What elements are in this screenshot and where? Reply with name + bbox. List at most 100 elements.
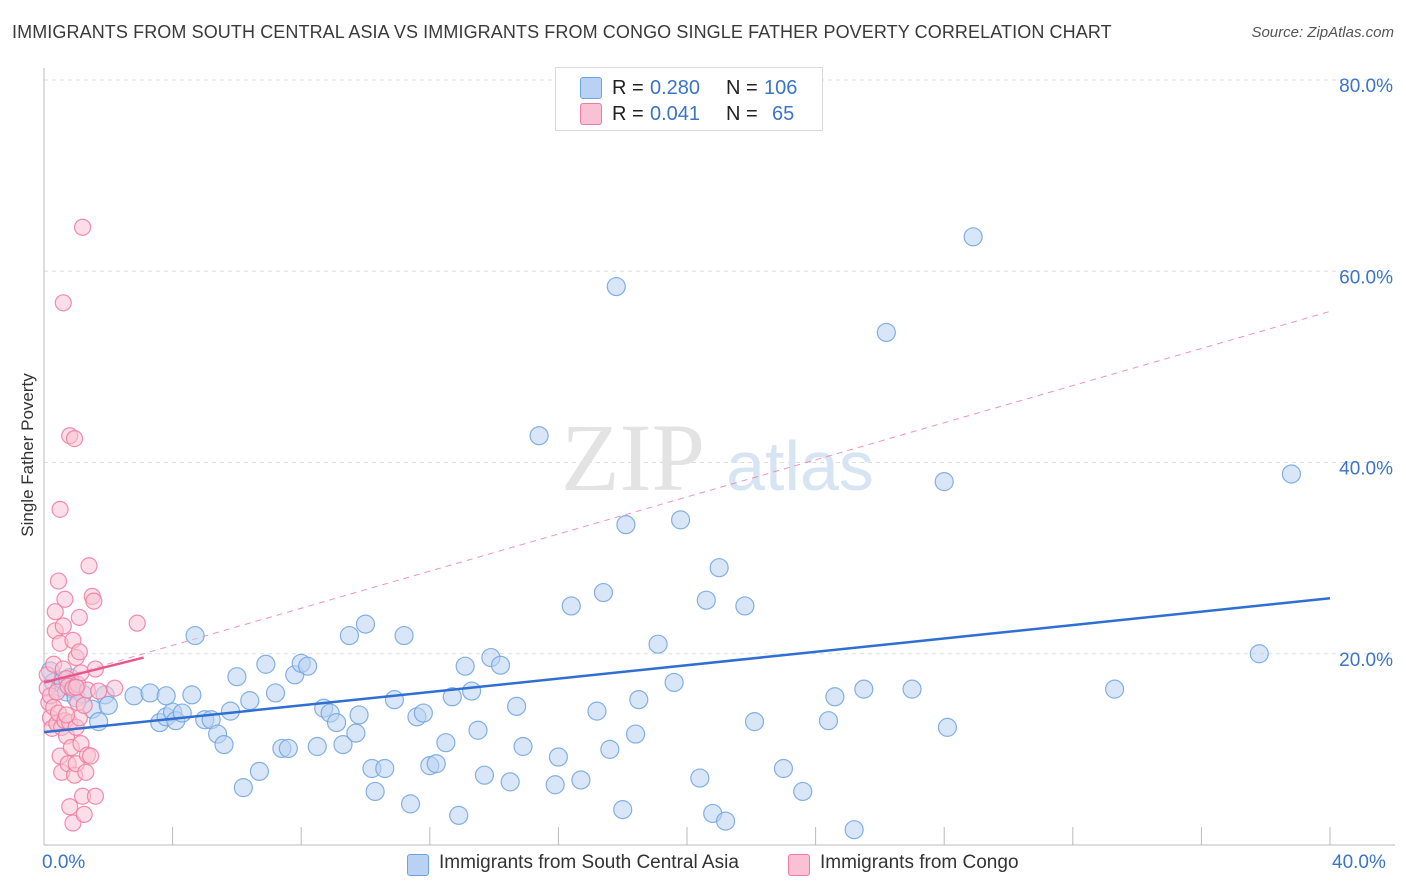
data-point bbox=[61, 798, 79, 816]
bottom-legend-swatch-pink bbox=[788, 854, 810, 876]
series-south-central-asia bbox=[40, 227, 1302, 840]
data-point bbox=[98, 695, 118, 715]
trend-line-congo bbox=[43, 656, 144, 684]
data-point bbox=[413, 703, 433, 723]
data-point bbox=[934, 472, 954, 492]
data-point bbox=[375, 758, 395, 779]
y-tick-label: 80.0% bbox=[1339, 76, 1393, 97]
data-point bbox=[690, 768, 710, 788]
data-point bbox=[75, 696, 93, 714]
data-point bbox=[73, 218, 92, 236]
data-point bbox=[613, 800, 633, 820]
data-point bbox=[606, 276, 626, 297]
data-point bbox=[67, 678, 85, 696]
data-point bbox=[625, 724, 646, 744]
data-point bbox=[80, 557, 98, 575]
legend-r-label: R = bbox=[612, 102, 644, 125]
data-point bbox=[70, 608, 88, 627]
data-point bbox=[333, 734, 353, 755]
data-point bbox=[735, 596, 755, 616]
data-point bbox=[1104, 679, 1125, 699]
data-point bbox=[54, 294, 72, 312]
x-tick-label-min: 0.0% bbox=[42, 852, 86, 873]
data-point bbox=[54, 617, 72, 635]
y-axis-label: Single Father Poverty bbox=[18, 373, 37, 537]
data-point bbox=[474, 765, 495, 785]
data-point bbox=[648, 634, 668, 654]
bottom-legend-label-blue: Immigrants from South Central Asia bbox=[439, 852, 739, 873]
trend-line-south-central-asia bbox=[43, 597, 1331, 734]
data-point bbox=[307, 736, 327, 757]
data-point bbox=[82, 747, 100, 765]
data-point bbox=[426, 754, 446, 774]
data-point bbox=[400, 794, 421, 814]
data-point bbox=[46, 603, 64, 621]
data-point bbox=[548, 747, 569, 767]
data-point bbox=[854, 679, 874, 699]
data-point bbox=[57, 706, 76, 724]
legend-n-label: N = bbox=[726, 102, 758, 125]
y-tick-label: 40.0% bbox=[1339, 459, 1393, 480]
data-point bbox=[529, 426, 549, 446]
data-point bbox=[507, 696, 527, 716]
data-point bbox=[902, 679, 922, 699]
data-point bbox=[490, 655, 511, 675]
data-point bbox=[86, 787, 105, 805]
data-point bbox=[365, 781, 385, 802]
legend-r-value: 0.280 bbox=[650, 76, 701, 99]
data-point bbox=[346, 723, 366, 743]
series-congo bbox=[38, 218, 146, 832]
data-point bbox=[49, 572, 68, 590]
data-point bbox=[1281, 464, 1302, 484]
data-point bbox=[298, 656, 318, 676]
legend-r-value: 0.041 bbox=[650, 102, 701, 125]
data-point bbox=[461, 681, 482, 701]
y-tick-label: 60.0% bbox=[1339, 267, 1393, 288]
data-point bbox=[227, 667, 247, 687]
watermark-zip: ZIP bbox=[561, 404, 705, 511]
data-point bbox=[844, 820, 864, 840]
watermark: ZIP atlas bbox=[561, 404, 874, 511]
data-point bbox=[468, 720, 488, 740]
data-point bbox=[709, 558, 729, 578]
data-point bbox=[561, 596, 581, 616]
data-point bbox=[587, 701, 607, 721]
data-point bbox=[240, 691, 260, 711]
watermark-atlas: atlas bbox=[726, 427, 874, 505]
data-point bbox=[773, 758, 794, 779]
y-tick-labels: 20.0% 40.0% 60.0% 80.0% bbox=[1339, 76, 1393, 671]
data-point bbox=[629, 690, 649, 710]
data-point bbox=[394, 625, 414, 646]
data-point bbox=[256, 654, 276, 674]
data-point bbox=[124, 686, 144, 706]
bottom-legend-label-pink: Immigrants from Congo bbox=[820, 852, 1019, 873]
data-point bbox=[56, 590, 74, 608]
data-point bbox=[876, 322, 896, 343]
axes bbox=[43, 68, 1395, 846]
legend: R = 0.280 N = 106 R = 0.041 N = 65 bbox=[555, 67, 823, 131]
data-point bbox=[744, 712, 765, 732]
data-point bbox=[140, 683, 160, 703]
data-point bbox=[436, 733, 456, 753]
trend-line-dashed bbox=[43, 310, 1331, 683]
data-point bbox=[818, 711, 839, 731]
y-tick-label: 20.0% bbox=[1339, 650, 1393, 671]
data-point bbox=[545, 775, 565, 795]
data-point bbox=[326, 712, 347, 733]
data-point bbox=[442, 687, 462, 707]
data-point bbox=[85, 592, 103, 610]
data-point bbox=[90, 682, 108, 700]
data-point bbox=[449, 805, 469, 825]
data-point bbox=[51, 500, 69, 518]
data-point bbox=[249, 761, 270, 781]
data-point bbox=[500, 772, 520, 792]
bottom-legend-swatch-blue bbox=[407, 854, 429, 876]
trend-lines bbox=[43, 597, 1331, 734]
data-point bbox=[339, 625, 360, 646]
data-point bbox=[664, 672, 684, 693]
data-point bbox=[793, 781, 813, 802]
data-point bbox=[75, 805, 93, 824]
data-point bbox=[696, 590, 716, 610]
data-point bbox=[616, 515, 636, 535]
